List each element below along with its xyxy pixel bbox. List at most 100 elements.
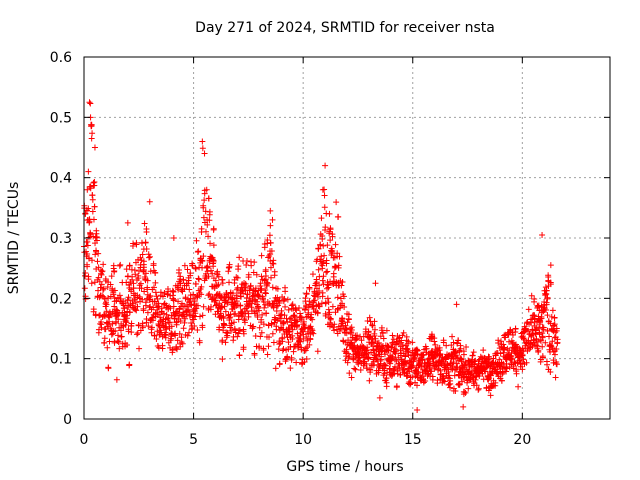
data-point xyxy=(289,335,296,342)
data-point xyxy=(375,369,382,376)
data-point xyxy=(254,313,261,320)
data-point xyxy=(110,291,117,298)
data-point xyxy=(268,247,275,254)
data-point xyxy=(309,327,316,334)
y-tick-label: 0.6 xyxy=(50,50,72,66)
data-point xyxy=(99,292,106,299)
data-point xyxy=(297,310,304,317)
data-point xyxy=(393,348,400,355)
data-point xyxy=(112,327,119,334)
data-point xyxy=(414,347,421,354)
data-point xyxy=(519,352,526,359)
data-point xyxy=(494,349,501,356)
data-point xyxy=(152,289,159,296)
y-tick-label: 0.4 xyxy=(50,171,72,187)
data-point xyxy=(449,333,456,340)
y-tick-label: 0.3 xyxy=(50,231,72,247)
data-point xyxy=(153,293,160,300)
data-point xyxy=(198,283,205,290)
data-point xyxy=(245,310,252,317)
data-point xyxy=(265,343,272,350)
data-point xyxy=(216,300,223,307)
data-point xyxy=(84,238,91,245)
data-point xyxy=(515,383,522,390)
data-point xyxy=(152,270,159,277)
data-point xyxy=(154,296,161,303)
data-point xyxy=(93,237,100,244)
data-point xyxy=(256,307,263,314)
data-point xyxy=(98,281,105,288)
data-point xyxy=(543,287,550,294)
data-point xyxy=(241,315,248,322)
data-point xyxy=(250,323,257,330)
data-point xyxy=(173,346,180,353)
data-point xyxy=(170,303,177,310)
data-point xyxy=(339,278,346,285)
data-point xyxy=(435,366,442,373)
data-point xyxy=(261,304,268,311)
data-point xyxy=(267,240,274,247)
data-point xyxy=(208,267,215,274)
data-point xyxy=(263,310,270,317)
data-point xyxy=(180,277,187,284)
data-point xyxy=(525,306,532,313)
data-point xyxy=(108,273,115,280)
data-point xyxy=(475,386,482,393)
data-point xyxy=(226,279,233,286)
data-point xyxy=(116,292,123,299)
data-point xyxy=(329,247,336,254)
data-point xyxy=(240,330,247,337)
data-point xyxy=(534,339,541,346)
data-point xyxy=(321,204,328,211)
data-point xyxy=(99,268,106,275)
data-point xyxy=(298,346,305,353)
data-point xyxy=(143,316,150,323)
data-point xyxy=(520,356,527,363)
data-point xyxy=(389,332,396,339)
data-point xyxy=(252,332,259,339)
data-point xyxy=(454,340,461,347)
data-point xyxy=(85,273,92,280)
data-point xyxy=(321,252,328,259)
data-point xyxy=(535,325,542,332)
data-point xyxy=(414,348,421,355)
data-point xyxy=(447,380,454,387)
data-point xyxy=(258,316,265,323)
data-point xyxy=(326,210,333,217)
data-point xyxy=(554,336,561,343)
data-point xyxy=(290,348,297,355)
data-point xyxy=(225,268,232,275)
data-point xyxy=(205,233,212,240)
data-point xyxy=(319,277,326,284)
data-point xyxy=(184,332,191,339)
data-point xyxy=(396,334,403,341)
data-point xyxy=(449,363,456,370)
data-point xyxy=(485,387,492,394)
data-point xyxy=(358,337,365,344)
data-point xyxy=(107,281,114,288)
data-point xyxy=(365,328,372,335)
data-point xyxy=(296,305,303,312)
data-point xyxy=(344,359,351,366)
x-tick-label: 10 xyxy=(294,432,312,448)
data-point xyxy=(423,345,430,352)
data-point xyxy=(206,217,213,224)
data-point xyxy=(155,300,162,307)
data-point xyxy=(544,361,551,368)
data-point xyxy=(315,266,322,273)
data-point xyxy=(551,321,558,328)
data-point xyxy=(469,352,476,359)
data-point xyxy=(140,258,147,265)
data-point xyxy=(302,307,309,314)
data-point xyxy=(379,330,386,337)
data-point xyxy=(198,291,205,298)
data-point xyxy=(195,276,202,283)
data-point xyxy=(528,292,535,299)
data-point xyxy=(135,275,142,282)
data-point xyxy=(391,363,398,370)
data-point xyxy=(288,322,295,329)
data-point xyxy=(539,333,546,340)
data-point xyxy=(188,302,195,309)
data-point xyxy=(329,303,336,310)
data-point xyxy=(320,242,327,249)
